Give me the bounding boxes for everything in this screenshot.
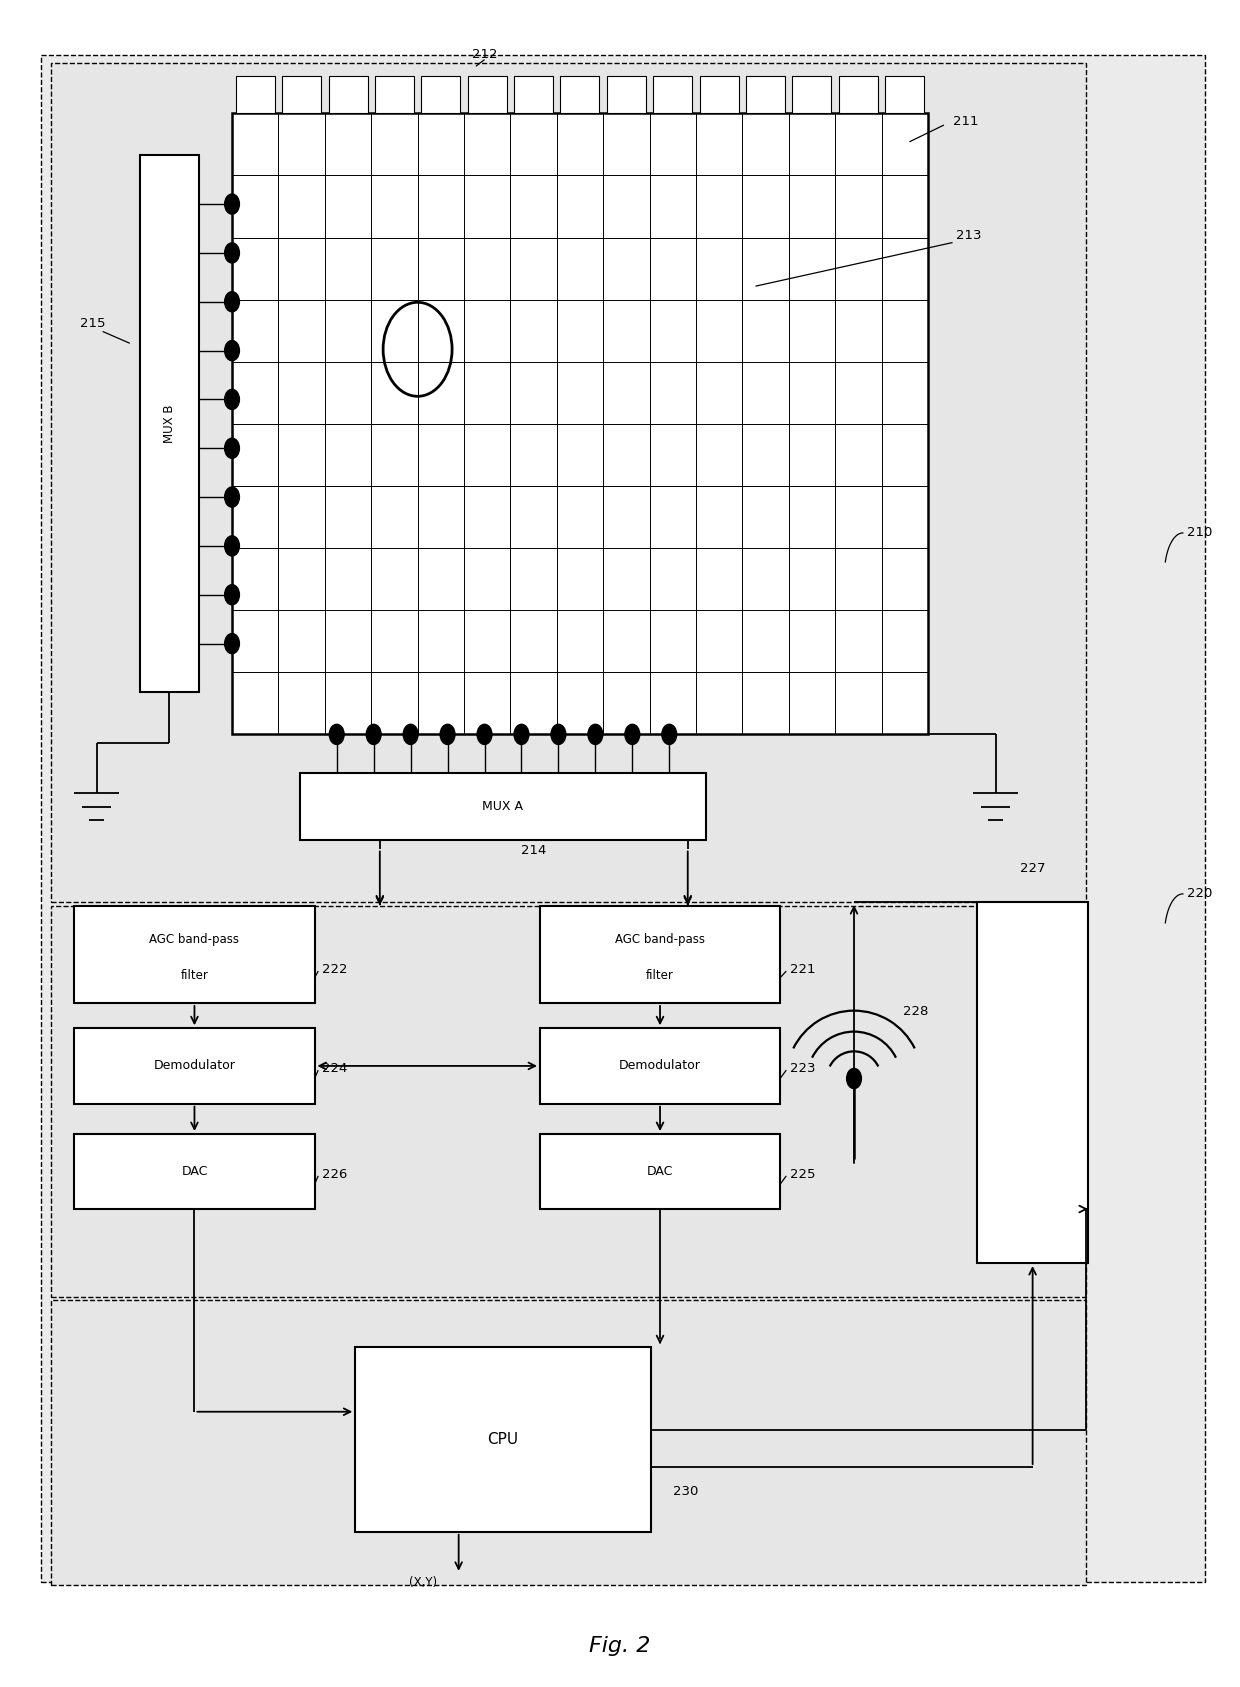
Circle shape [224, 194, 239, 214]
Text: 211: 211 [952, 115, 978, 128]
Text: 221: 221 [790, 963, 816, 975]
Circle shape [224, 634, 239, 653]
Text: 215: 215 [81, 317, 105, 329]
Circle shape [224, 439, 239, 459]
Text: Demodulator: Demodulator [619, 1059, 701, 1073]
Bar [236, 76, 275, 113]
Text: 214: 214 [521, 844, 547, 857]
Bar [792, 76, 832, 113]
Circle shape [224, 585, 239, 606]
Text: 227: 227 [1019, 862, 1045, 876]
Bar [283, 76, 321, 113]
Text: AGC band-pass: AGC band-pass [615, 933, 706, 946]
Text: 225: 225 [790, 1167, 816, 1181]
Text: (X,Y): (X,Y) [409, 1576, 438, 1589]
Text: 228: 228 [903, 1005, 929, 1017]
Text: 213: 213 [956, 229, 982, 243]
Text: 222: 222 [322, 963, 347, 975]
Text: 212: 212 [471, 47, 497, 61]
Circle shape [224, 341, 239, 361]
Text: MUX A: MUX A [482, 800, 523, 813]
Bar [606, 76, 646, 113]
Circle shape [515, 724, 528, 744]
Bar [699, 76, 739, 113]
Bar [746, 76, 785, 113]
Bar [51, 906, 1085, 1297]
Bar [653, 76, 692, 113]
Text: MUX B: MUX B [162, 405, 176, 444]
Text: AGC band-pass: AGC band-pass [150, 933, 239, 946]
Circle shape [625, 724, 640, 744]
Bar [539, 1027, 780, 1103]
Bar [51, 1301, 1085, 1586]
Bar [539, 906, 780, 1004]
Bar [355, 1348, 651, 1532]
Text: 220: 220 [1187, 887, 1211, 901]
Circle shape [403, 724, 418, 744]
Circle shape [588, 724, 603, 744]
Circle shape [224, 243, 239, 263]
Circle shape [847, 1068, 862, 1088]
Text: CPU: CPU [487, 1432, 518, 1447]
Circle shape [366, 724, 381, 744]
Bar [329, 76, 367, 113]
Circle shape [224, 488, 239, 508]
Text: filter: filter [181, 970, 208, 982]
Text: 230: 230 [673, 1485, 698, 1498]
Circle shape [662, 724, 677, 744]
Circle shape [477, 724, 492, 744]
Text: DAC: DAC [647, 1166, 673, 1178]
Bar [74, 906, 315, 1004]
Circle shape [330, 724, 345, 744]
Circle shape [224, 292, 239, 312]
Bar [232, 113, 928, 734]
Bar [977, 903, 1087, 1264]
Text: Demodulator: Demodulator [154, 1059, 236, 1073]
Bar [74, 1134, 315, 1210]
Circle shape [440, 724, 455, 744]
Text: 226: 226 [322, 1167, 347, 1181]
Bar [422, 76, 460, 113]
Text: Fig. 2: Fig. 2 [589, 1636, 651, 1657]
Bar [515, 76, 553, 113]
Bar [560, 76, 599, 113]
Circle shape [551, 724, 565, 744]
Text: 223: 223 [790, 1061, 816, 1075]
Bar [140, 155, 198, 692]
Text: filter: filter [646, 970, 675, 982]
Circle shape [224, 390, 239, 410]
Bar [374, 76, 414, 113]
Bar [74, 1027, 315, 1103]
Bar [539, 1134, 780, 1210]
Bar [300, 773, 707, 840]
Bar [467, 76, 507, 113]
Bar [51, 62, 1085, 903]
Circle shape [224, 536, 239, 557]
Text: DAC: DAC [181, 1166, 207, 1178]
Bar [838, 76, 878, 113]
Text: 224: 224 [322, 1061, 347, 1075]
Text: 210: 210 [1187, 526, 1211, 540]
Bar [885, 76, 924, 113]
